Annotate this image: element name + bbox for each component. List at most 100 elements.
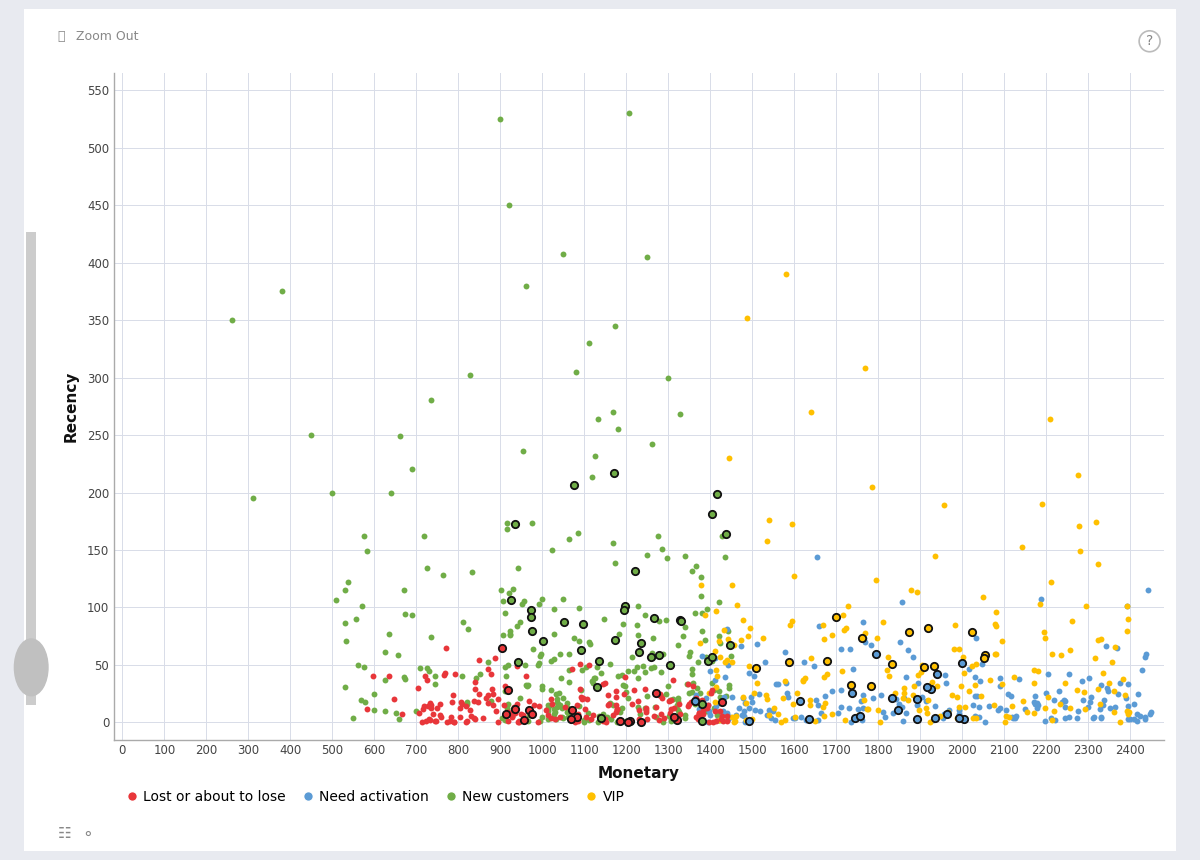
Point — [1069, 519, 1088, 533]
Point — [756, 688, 775, 702]
Point — [718, 710, 737, 724]
Point — [546, 687, 565, 701]
Point — [644, 611, 664, 625]
Point — [438, 715, 457, 728]
Point — [636, 701, 655, 715]
Point — [800, 698, 820, 712]
Point — [1090, 703, 1109, 716]
Point — [1042, 710, 1061, 724]
Point — [866, 647, 886, 660]
Point — [563, 703, 582, 716]
Point — [545, 652, 564, 666]
Point — [461, 703, 480, 717]
Point — [966, 689, 985, 703]
Point — [492, 641, 511, 654]
Point — [928, 679, 947, 692]
Point — [647, 700, 666, 714]
Point — [528, 658, 547, 672]
Point — [607, 702, 626, 716]
Point — [1116, 691, 1135, 705]
Point — [1036, 701, 1055, 715]
Point — [650, 648, 670, 662]
Point — [709, 705, 728, 719]
Point — [570, 682, 589, 696]
Point — [841, 642, 860, 656]
Point — [388, 648, 407, 662]
Point — [563, 703, 582, 716]
Point — [698, 716, 718, 729]
Point — [791, 695, 810, 709]
Point — [920, 681, 940, 695]
Point — [656, 688, 676, 702]
Point — [396, 607, 415, 621]
Point — [727, 598, 746, 611]
Point — [671, 407, 690, 421]
Point — [962, 625, 982, 639]
Point — [710, 712, 730, 726]
Point — [882, 657, 901, 671]
Point — [1004, 670, 1024, 684]
Point — [1006, 710, 1025, 723]
Point — [1052, 696, 1072, 709]
Point — [814, 618, 833, 632]
Point — [352, 693, 371, 707]
Point — [559, 532, 578, 546]
Point — [722, 710, 742, 723]
Point — [676, 620, 695, 634]
Point — [509, 654, 528, 668]
Point — [707, 488, 726, 501]
Point — [775, 674, 794, 688]
Point — [1055, 693, 1074, 707]
Point — [893, 700, 912, 714]
Point — [416, 562, 436, 575]
Point — [924, 714, 943, 728]
Point — [479, 655, 498, 669]
Point — [1080, 696, 1099, 709]
Point — [522, 708, 541, 722]
Point — [654, 648, 673, 661]
Point — [907, 712, 926, 726]
Point — [498, 658, 517, 672]
Point — [785, 710, 804, 724]
Point — [832, 700, 851, 714]
Point — [797, 714, 816, 728]
Point — [718, 714, 737, 728]
Point — [580, 659, 599, 673]
Point — [739, 666, 758, 679]
Point — [654, 715, 673, 728]
Point — [1000, 710, 1019, 724]
Point — [661, 659, 680, 673]
Point — [841, 715, 860, 728]
Point — [1098, 681, 1117, 695]
Point — [722, 690, 742, 703]
Point — [707, 605, 726, 618]
Point — [622, 716, 641, 729]
Point — [1130, 709, 1150, 722]
Point — [794, 655, 814, 669]
Point — [899, 625, 918, 639]
Point — [572, 691, 592, 705]
Point — [1109, 687, 1128, 701]
Point — [920, 679, 940, 692]
Point — [650, 687, 670, 701]
Point — [496, 679, 515, 693]
Point — [533, 710, 552, 724]
Point — [689, 655, 708, 669]
Point — [922, 683, 941, 697]
Point — [772, 715, 791, 728]
Point — [722, 655, 742, 669]
Point — [1094, 693, 1114, 707]
Point — [595, 712, 614, 726]
Point — [922, 683, 941, 697]
Point — [690, 636, 709, 649]
Point — [691, 570, 710, 584]
Point — [463, 565, 482, 579]
Point — [407, 703, 426, 717]
Point — [1104, 705, 1123, 719]
Point — [707, 669, 726, 683]
Point — [636, 703, 655, 717]
Point — [1091, 678, 1110, 691]
Point — [638, 250, 658, 264]
Point — [710, 636, 730, 649]
Point — [625, 564, 644, 578]
